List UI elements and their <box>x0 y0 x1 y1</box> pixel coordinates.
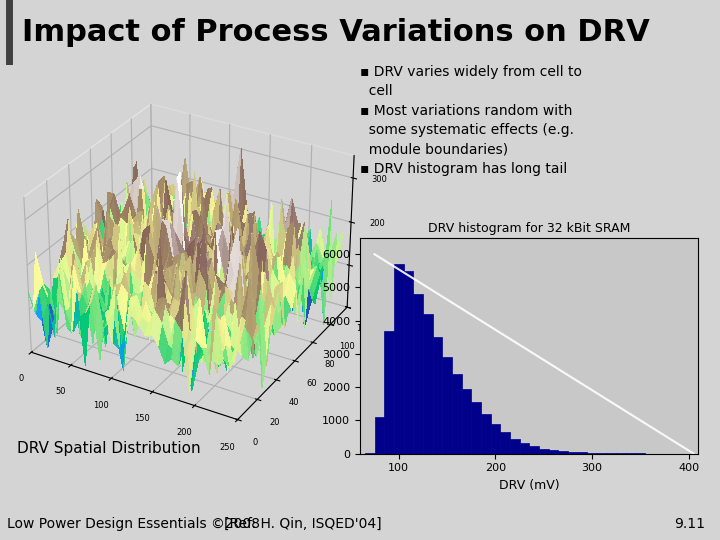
X-axis label: DRV (mV): DRV (mV) <box>499 479 559 492</box>
Bar <box>374 417 384 454</box>
Bar <box>462 389 471 454</box>
Bar <box>539 449 549 454</box>
Bar <box>577 453 588 454</box>
Bar <box>549 450 558 454</box>
Text: [Ref: H. Qin, ISQED'04]: [Ref: H. Qin, ISQED'04] <box>224 517 381 531</box>
Bar <box>471 402 481 454</box>
Bar <box>558 451 568 454</box>
Bar <box>588 453 597 454</box>
Text: Impact of Process Variations on DRV: Impact of Process Variations on DRV <box>22 18 649 47</box>
Bar <box>520 443 529 454</box>
Text: DRV Spatial Distribution: DRV Spatial Distribution <box>17 441 201 456</box>
Bar <box>510 438 520 454</box>
Bar <box>384 330 394 454</box>
Text: ▪ DRV varies widely from cell to
  cell
▪ Most variations random with
  some sys: ▪ DRV varies widely from cell to cell ▪ … <box>360 65 582 176</box>
Bar <box>490 424 500 454</box>
Text: 9.11: 9.11 <box>675 517 706 531</box>
Bar <box>433 338 442 454</box>
Bar <box>442 357 452 454</box>
Bar <box>403 271 413 454</box>
Bar <box>500 432 510 454</box>
Title: DRV histogram for 32 kBit SRAM: DRV histogram for 32 kBit SRAM <box>428 222 631 235</box>
Text: Low Power Design Essentials ©2008: Low Power Design Essentials ©2008 <box>7 517 260 531</box>
Bar <box>423 314 433 454</box>
Bar <box>394 264 403 454</box>
Bar <box>568 452 577 454</box>
Bar <box>529 446 539 454</box>
Bar <box>413 294 423 454</box>
Bar <box>481 414 490 454</box>
Bar <box>452 374 462 454</box>
